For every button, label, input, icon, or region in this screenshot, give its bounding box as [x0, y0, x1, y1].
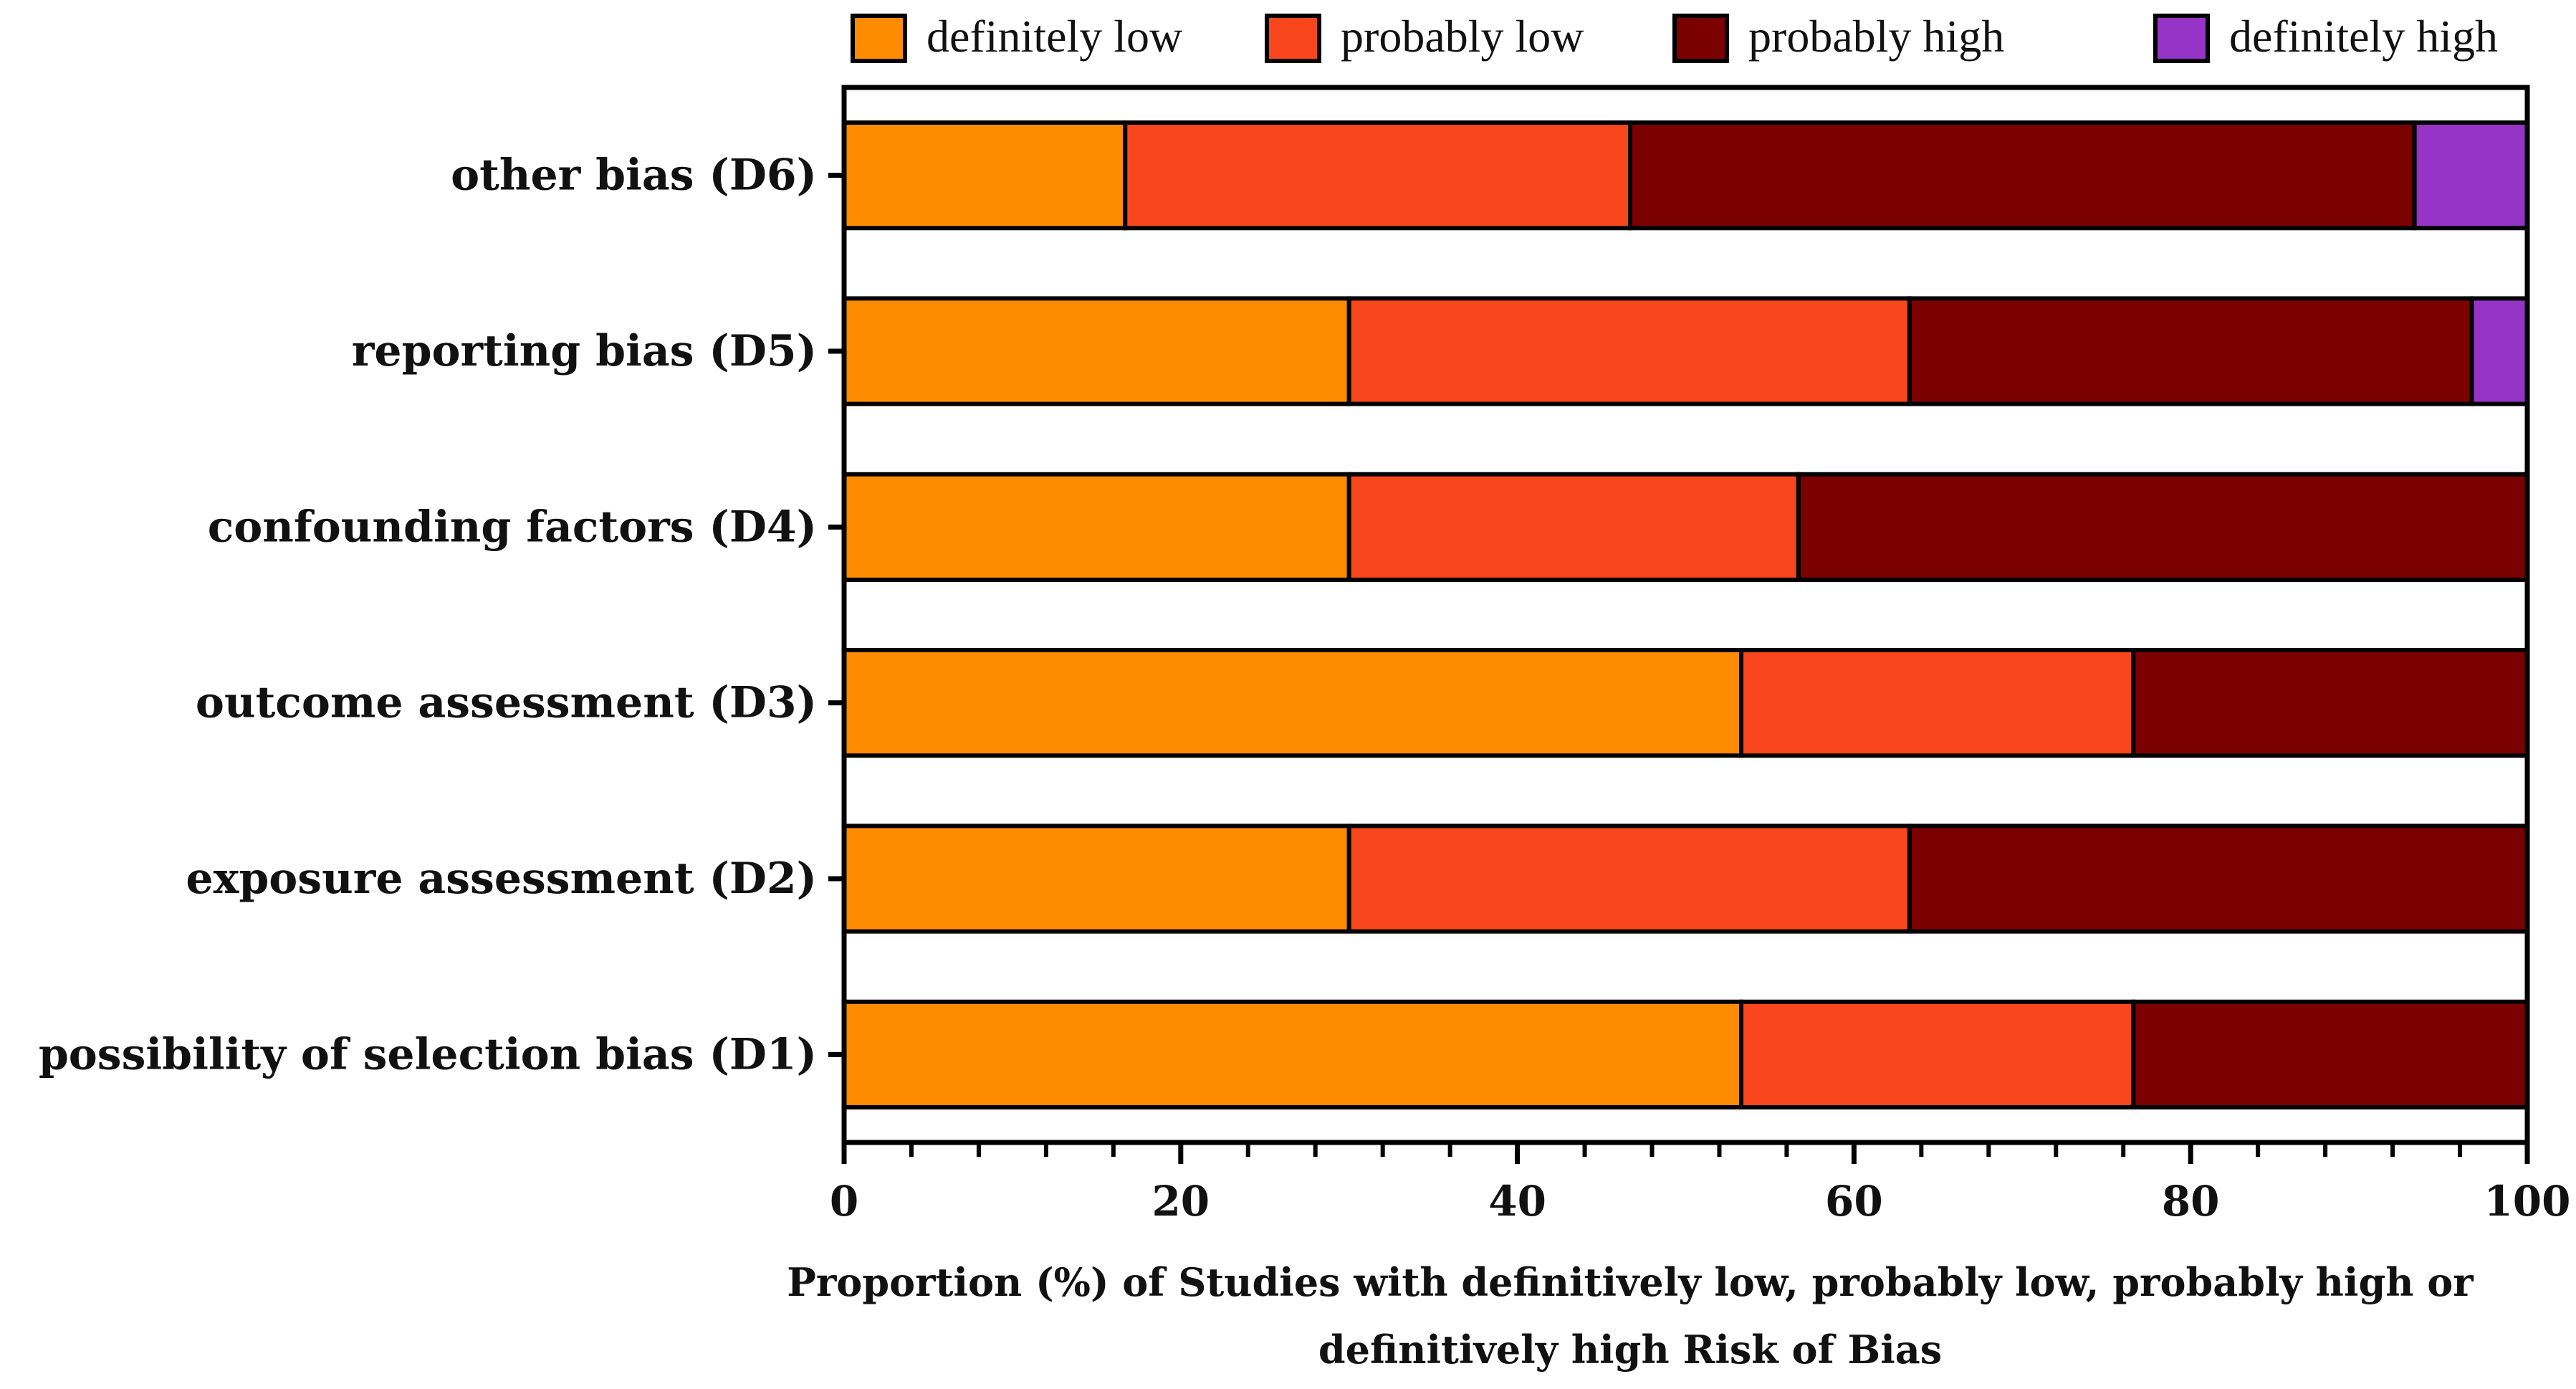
- category-label-3: outcome assessment (D3): [196, 678, 817, 728]
- bar-segment-probably-low-5: [1346, 296, 1912, 406]
- y-axis: possibility of selection bias (D1) exposu…: [39, 151, 844, 1079]
- category-label-5: reporting bias (D5): [352, 326, 817, 376]
- plot-frame: [841, 85, 2530, 1145]
- category-label-1: possibility of selection bias (D1): [39, 1029, 817, 1079]
- bar-segment-probably-high-1: [2131, 999, 2529, 1109]
- plot-area: [841, 85, 2530, 1145]
- category-label-2: exposure assessment (D2): [186, 854, 817, 904]
- legend-swatch-definitely-high: [2153, 14, 2210, 63]
- bar-segment-definitely-low-5: [842, 296, 1351, 406]
- bar-segment-definitely-low-2: [842, 824, 1351, 934]
- x-tick-label-60: 60: [1825, 1177, 1883, 1226]
- bar-segment-definitely-low-1: [842, 999, 1744, 1109]
- bar-segment-probably-low-2: [1346, 824, 1912, 934]
- bar-segment-definitely-low-6: [842, 120, 1128, 231]
- x-axis: 0 20 40 60 80 100: [830, 1142, 2571, 1226]
- category-label-4: confounding factors (D4): [208, 502, 817, 552]
- bar-segment-probably-high-5: [1907, 296, 2474, 406]
- legend-swatch-probably-low: [1265, 14, 1321, 63]
- x-tick-label-20: 20: [1151, 1177, 1210, 1226]
- x-axis-title-line-2: definitively high Risk of Bias: [1318, 1327, 1942, 1373]
- x-tick-label-100: 100: [2484, 1177, 2570, 1226]
- x-tick-label-40: 40: [1488, 1177, 1546, 1226]
- category-label-6: other bias (D6): [451, 151, 817, 201]
- legend: definitely low probably low probably high d…: [851, 11, 2498, 63]
- plot-background: [844, 87, 2527, 1142]
- bar-segment-probably-high-6: [1627, 120, 2417, 231]
- legend-label-definitely-high: definitely high: [2229, 11, 2498, 62]
- bar-segment-definitely-low-4: [842, 472, 1351, 582]
- bar-segment-definitely-low-3: [842, 648, 1744, 758]
- legend-label-definitely-low: definitely low: [927, 11, 1182, 62]
- bar-segment-probably-high-4: [1796, 472, 2530, 582]
- bar-segment-probably-low-6: [1123, 120, 1632, 231]
- legend-swatch-probably-high: [1672, 14, 1729, 63]
- bar-segment-probably-low-4: [1346, 472, 1801, 582]
- x-axis-title: Proportion (%) of Studies with definitiv…: [787, 1259, 2474, 1373]
- bar-segment-probably-high-3: [2131, 648, 2529, 758]
- bar-segment-probably-low-1: [1739, 999, 2136, 1109]
- bar-segment-definitely-high-5: [2469, 296, 2529, 406]
- bar-segment-probably-low-3: [1739, 648, 2136, 758]
- legend-label-probably-high: probably high: [1748, 11, 2004, 62]
- x-tick-label-0: 0: [830, 1177, 858, 1226]
- legend-label-probably-low: probably low: [1341, 11, 1584, 62]
- x-tick-label-80: 80: [2162, 1177, 2220, 1226]
- legend-swatch-definitely-low: [851, 14, 907, 63]
- bar-segment-probably-high-2: [1907, 824, 2529, 934]
- x-axis-title-line-1: Proportion (%) of Studies with definitiv…: [787, 1259, 2474, 1305]
- bar-segment-definitely-high-6: [2412, 120, 2529, 231]
